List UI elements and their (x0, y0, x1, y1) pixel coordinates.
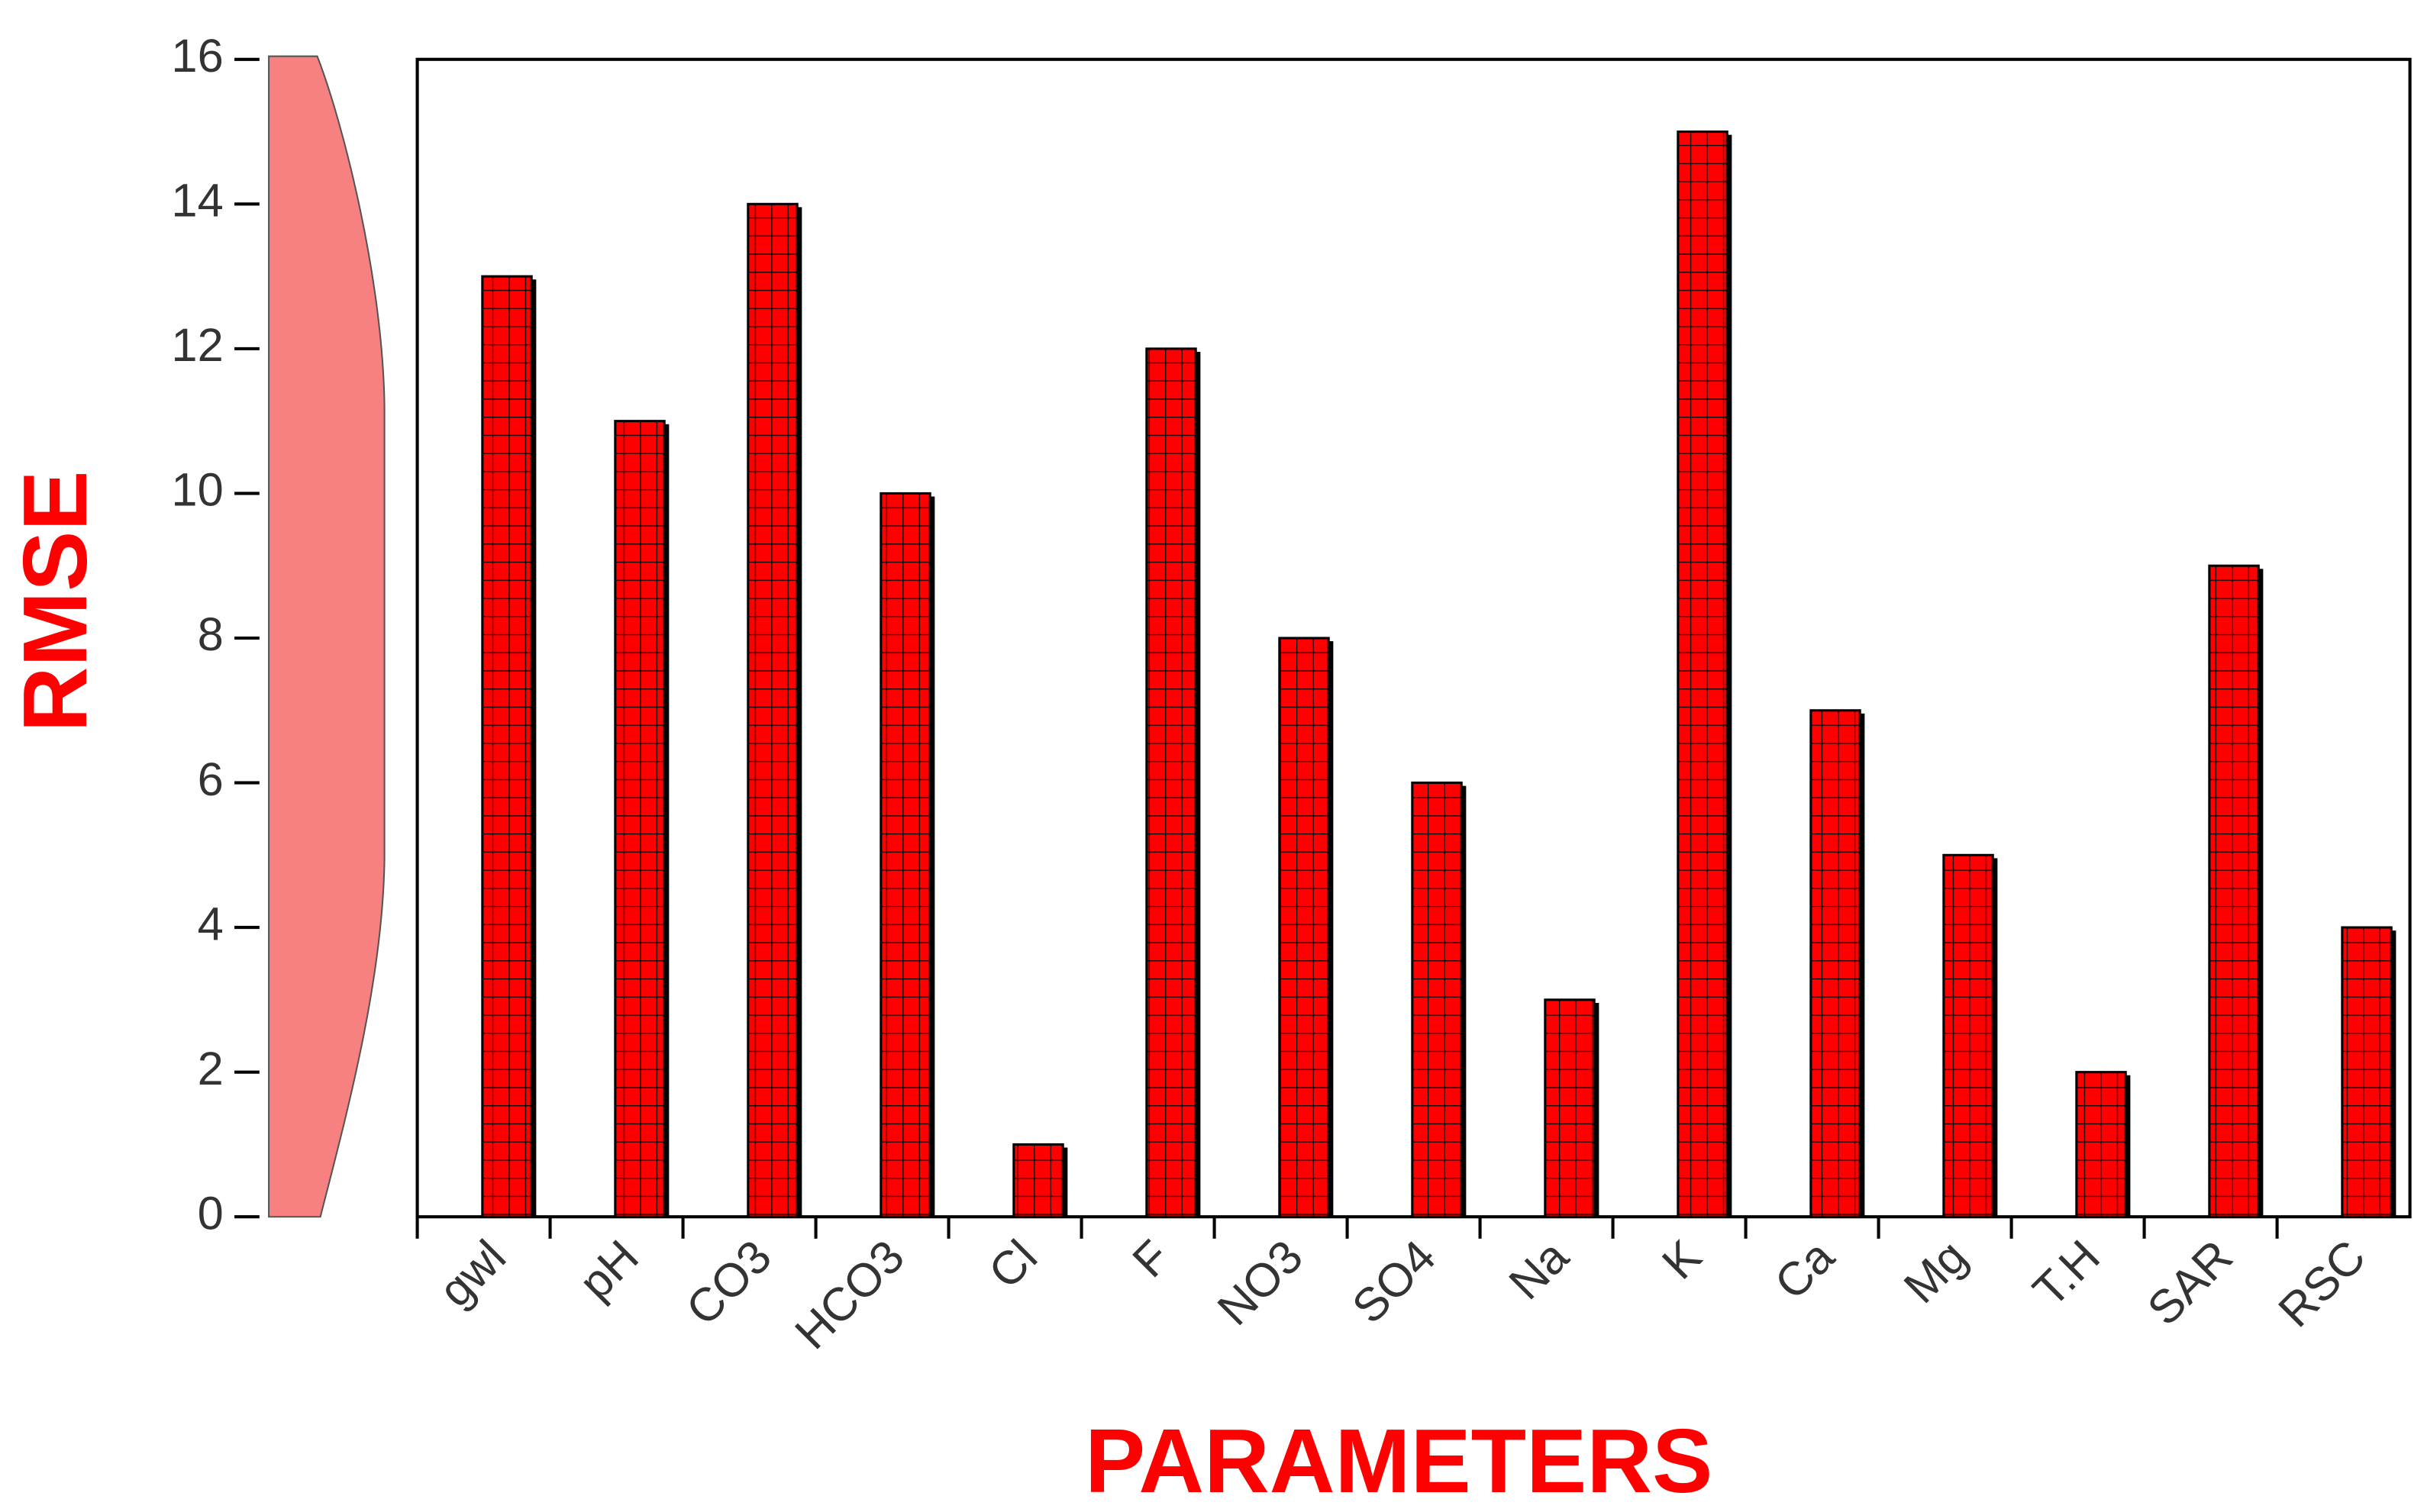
decoration (268, 55, 386, 1218)
bar-pattern (614, 420, 666, 1218)
x-axis-title: PARAMETERS (1085, 1411, 1712, 1512)
bar-shadow (2125, 1075, 2131, 1217)
bar-pattern (2208, 564, 2260, 1218)
x-tick-label: Mg (1894, 1230, 1977, 1314)
bar-pattern (1012, 1143, 1064, 1218)
bar-shadow (1727, 134, 1732, 1217)
y-tick-label: 4 (198, 898, 224, 950)
bar-pattern (1411, 782, 1463, 1218)
x-tick-label: NO3 (1208, 1230, 1313, 1336)
y-tick-label: 10 (171, 464, 223, 517)
bar-shadow (2258, 569, 2264, 1217)
y-tick-label: 16 (171, 30, 223, 82)
bar-shadow (664, 424, 670, 1217)
y-tick-label: 2 (198, 1043, 224, 1095)
bar-pattern (1145, 347, 1197, 1218)
x-tick-label: RSC (2268, 1230, 2375, 1337)
bar-pattern (1677, 131, 1728, 1218)
bar-pattern (1544, 998, 1596, 1218)
x-tick-label: gwl (429, 1230, 516, 1317)
y-tick-label: 14 (171, 175, 223, 227)
bar-shadow (1860, 713, 1865, 1217)
bar-pattern (481, 275, 533, 1218)
bar-shadow (1594, 1002, 1599, 1217)
x-tick-label: SAR (2138, 1230, 2243, 1336)
x-tick-label: K (1652, 1230, 1712, 1290)
x-tick-label: Cl (979, 1230, 1047, 1299)
bar-shadow (797, 207, 802, 1217)
bar-pattern (2341, 926, 2393, 1218)
y-tick-label: 0 (198, 1187, 224, 1240)
y-tick-label: 8 (198, 608, 224, 661)
y-tick-label: 12 (171, 319, 223, 372)
x-tick-label: F (1123, 1230, 1180, 1288)
x-tick-label: HCO3 (785, 1230, 914, 1359)
y-tick-label: 6 (198, 753, 224, 806)
bar-shadow (531, 279, 537, 1217)
x-tick-label: T.H (2023, 1230, 2110, 1317)
x-tick-label: SO4 (1342, 1230, 1446, 1334)
bar-pattern (880, 492, 931, 1218)
bar-shadow (1063, 1147, 1068, 1217)
bar-pattern (1809, 709, 1861, 1218)
x-tick-label: Na (1499, 1230, 1580, 1310)
bar-pattern (1942, 853, 1994, 1218)
y-axis-title: RMSE (5, 470, 106, 732)
bar-shadow (2391, 930, 2397, 1217)
bar-pattern (747, 202, 799, 1218)
bar-shadow (1461, 785, 1467, 1217)
bar-pattern (2075, 1071, 2127, 1218)
x-tick-label: pH (570, 1230, 649, 1310)
bar-shadow (930, 496, 935, 1217)
x-tick-label: CO3 (676, 1230, 782, 1336)
bar-shadow (1328, 641, 1334, 1217)
bar-pattern (1278, 637, 1330, 1218)
bar-shadow (1993, 858, 1998, 1217)
bar-shadow (1196, 351, 1201, 1217)
x-tick-label: Ca (1765, 1230, 1845, 1310)
